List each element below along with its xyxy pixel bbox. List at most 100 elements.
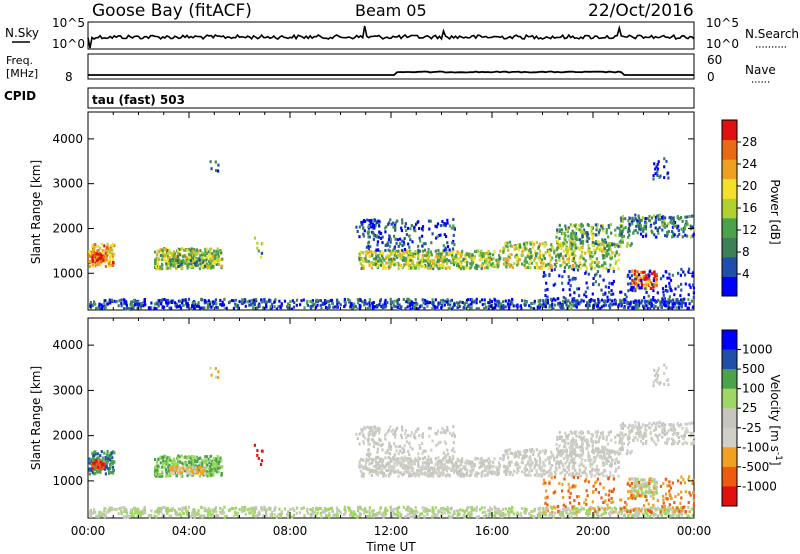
power-echo (530, 261, 533, 265)
power-echo (417, 248, 420, 252)
power-echo (508, 253, 511, 257)
velocity-echo (520, 514, 523, 518)
power-echo (538, 259, 541, 263)
power-echo (379, 257, 383, 261)
power-echo (368, 303, 371, 307)
velocity-echo (682, 509, 685, 513)
power-echo (214, 250, 217, 254)
power-echo (414, 252, 417, 256)
power-echo (126, 306, 129, 310)
power-echo (425, 254, 428, 258)
power-echo (199, 262, 202, 266)
power-echo (313, 302, 316, 306)
velocity-echo (238, 508, 241, 511)
power-echo (561, 281, 564, 285)
velocity-echo (575, 513, 578, 517)
velocity-echo (666, 509, 669, 513)
velocity-echo (538, 515, 541, 519)
velocity-echo (652, 506, 655, 510)
power-echo (658, 214, 662, 218)
power-echo (547, 266, 550, 270)
velocity-echo (407, 505, 410, 509)
power-echo (130, 306, 133, 310)
power-echo (451, 305, 455, 309)
power-echo (363, 219, 366, 222)
power-echo (377, 221, 380, 225)
power-echo (627, 219, 630, 223)
power-echo (489, 304, 492, 308)
power-echo (637, 306, 640, 310)
power-echo (158, 299, 161, 303)
power-echo (538, 266, 541, 270)
power-echo (517, 261, 520, 265)
power-echo (188, 252, 191, 256)
power-echo (429, 250, 433, 254)
power-echo (372, 305, 375, 308)
power-echo (686, 222, 689, 226)
power-echo (89, 301, 92, 304)
velocity-echo (96, 465, 100, 469)
power-echo (162, 248, 165, 252)
velocity-echo (205, 469, 208, 473)
power-echo (203, 264, 206, 268)
velocity-echo (424, 473, 427, 477)
velocity-echo (690, 507, 693, 511)
power-echo (189, 307, 192, 311)
power-echo (153, 306, 156, 310)
power-echo (629, 288, 632, 292)
power-echo (607, 269, 610, 273)
power-echo (638, 286, 641, 290)
power-echo (254, 298, 258, 302)
velocity-echo (163, 505, 166, 509)
velocity-echo (453, 511, 456, 515)
power-echo (381, 241, 384, 245)
power-echo (517, 242, 520, 246)
velocity-echo (389, 457, 392, 460)
velocity-echo (214, 464, 217, 468)
power-echo (470, 256, 473, 260)
power-echo (637, 214, 640, 218)
power-echo (602, 263, 605, 267)
power-echo (109, 259, 112, 263)
power-echo (419, 259, 423, 262)
power-echo (485, 261, 488, 265)
power-echo (211, 264, 214, 267)
power-echo (541, 258, 544, 262)
power-echo (655, 283, 658, 287)
power-echo (655, 279, 658, 283)
power-echo (410, 266, 413, 270)
power-echo (421, 244, 424, 248)
velocity-echo (196, 458, 199, 462)
power-echo (553, 268, 556, 272)
power-echo (413, 306, 416, 310)
power-echo (330, 298, 334, 302)
power-echo (634, 213, 637, 217)
power-echo (530, 301, 533, 305)
power-echo (523, 259, 526, 263)
power-echo (389, 297, 392, 301)
power-echo (563, 236, 566, 240)
power-echo (371, 225, 374, 229)
power-echo (338, 301, 341, 305)
power-echo (669, 299, 672, 303)
power-echo (410, 253, 413, 257)
power-echo (617, 304, 620, 308)
power-echo (568, 254, 571, 258)
power-echo (483, 266, 486, 270)
power-echo (427, 301, 430, 305)
velocity-echo (198, 513, 201, 517)
power-echo (681, 219, 684, 223)
power-echo (269, 299, 272, 303)
velocity-echo (601, 506, 604, 510)
power-echo (668, 301, 671, 305)
power-echo (408, 234, 411, 238)
power-echo (469, 262, 472, 265)
power-echo (631, 306, 634, 310)
velocity-echo (571, 507, 574, 511)
power-echo (180, 254, 183, 258)
power-echo (487, 305, 490, 309)
power-echo (602, 228, 605, 232)
power-echo (603, 261, 606, 265)
power-echo (575, 264, 578, 268)
